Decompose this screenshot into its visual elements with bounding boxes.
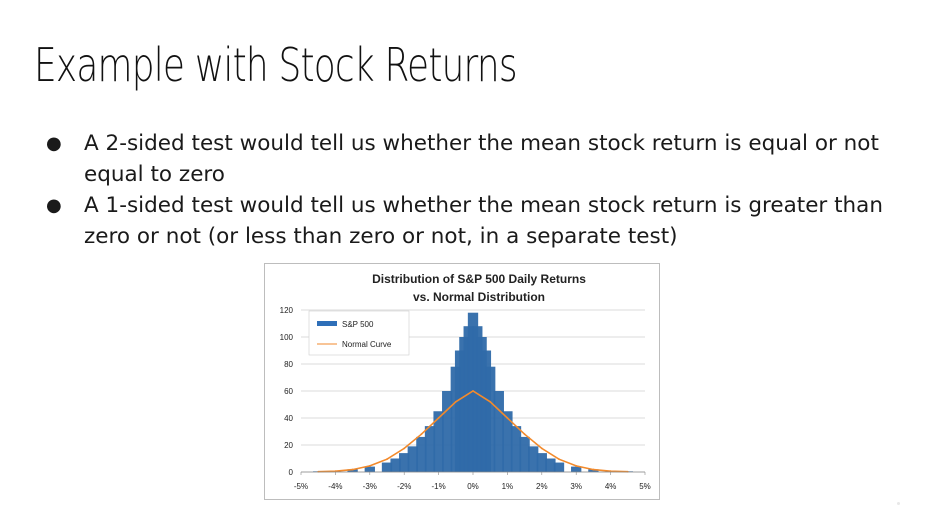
normal-curve-point bbox=[558, 458, 560, 461]
chart-frame: Distribution of S&P 500 Daily Returns vs… bbox=[264, 263, 660, 500]
normal-curve-point bbox=[592, 468, 595, 471]
sp500-bar bbox=[364, 466, 375, 472]
normal-curve-point bbox=[506, 417, 509, 419]
sp500-bar bbox=[424, 426, 436, 472]
sp500-bar bbox=[553, 462, 565, 472]
normal-curve-point bbox=[437, 417, 440, 419]
x-tick-label: 5% bbox=[639, 482, 651, 491]
sp500-bar bbox=[545, 458, 556, 472]
sp500-bar bbox=[433, 411, 444, 472]
x-tick-label: 2% bbox=[536, 482, 548, 491]
bullet-marker: ● bbox=[46, 195, 62, 216]
bullet-list: ● A 2-sided test would tell us whether t… bbox=[46, 128, 906, 252]
legend-label-normal: Normal Curve bbox=[342, 340, 392, 349]
sp500-bar bbox=[493, 391, 504, 472]
x-tick-label: 1% bbox=[502, 482, 514, 491]
slide-title: Example with Stock Returns bbox=[34, 38, 518, 92]
y-tick-label: 20 bbox=[284, 441, 293, 450]
normal-curve-point bbox=[351, 468, 354, 471]
normal-curve-point bbox=[523, 433, 526, 436]
chart-legend: S&P 500 Normal Curve bbox=[308, 310, 410, 356]
normal-curve-point bbox=[540, 447, 543, 450]
normal-curve-point bbox=[420, 433, 423, 436]
sp500-bar bbox=[442, 391, 453, 472]
x-tick-label: 0% bbox=[467, 482, 479, 491]
y-tick-label: 0 bbox=[289, 468, 294, 477]
y-tick-label: 40 bbox=[284, 414, 293, 423]
sp500-bar bbox=[510, 426, 522, 472]
sp500-bar bbox=[588, 469, 599, 472]
chart-title-line-2: vs. Normal Distribution bbox=[413, 290, 545, 304]
bullet-text: A 1-sided test would tell us whether the… bbox=[84, 193, 883, 249]
sp500-bar bbox=[519, 436, 530, 472]
bullet-marker: ● bbox=[46, 133, 62, 154]
legend-swatch-sp500 bbox=[317, 321, 337, 326]
bullet-item: ● A 1-sided test would tell us whether t… bbox=[46, 190, 906, 252]
y-tick-label: 60 bbox=[284, 387, 293, 396]
sp500-bar bbox=[399, 453, 410, 472]
x-tick-label: -1% bbox=[431, 482, 445, 491]
x-tick-label: 3% bbox=[570, 482, 582, 491]
sp500-bar bbox=[485, 366, 496, 472]
corner-dot bbox=[897, 502, 900, 505]
sp500-bar bbox=[381, 462, 393, 472]
y-tick-label: 80 bbox=[284, 360, 293, 369]
x-tick-label: 4% bbox=[605, 482, 617, 491]
x-tick-label: -2% bbox=[397, 482, 411, 491]
sp500-bar bbox=[347, 469, 358, 472]
legend-label-sp500: S&P 500 bbox=[342, 320, 374, 329]
sp500-bar bbox=[390, 458, 401, 472]
sp500-bar bbox=[416, 436, 427, 472]
bullet-text: A 2-sided test would tell us whether the… bbox=[84, 131, 879, 187]
normal-curve-point bbox=[489, 400, 492, 403]
legend-box bbox=[308, 310, 410, 356]
x-tick-label: -3% bbox=[363, 482, 377, 491]
bullet-item: ● A 2-sided test would tell us whether t… bbox=[46, 128, 906, 190]
sp500-bar bbox=[502, 411, 513, 472]
normal-curve-point bbox=[472, 390, 474, 392]
normal-curve-point bbox=[575, 465, 578, 467]
sp500-bar bbox=[571, 466, 582, 472]
chart-title-line-1: Distribution of S&P 500 Daily Returns bbox=[372, 272, 586, 286]
returns-histogram-chart: Distribution of S&P 500 Daily Returns vs… bbox=[280, 272, 651, 491]
sp500-bar bbox=[528, 446, 539, 472]
x-tick-label: -5% bbox=[294, 482, 308, 491]
y-tick-label: 120 bbox=[280, 306, 294, 315]
normal-curve-point bbox=[386, 458, 388, 461]
normal-curve-point bbox=[368, 465, 371, 467]
x-tick-label: -4% bbox=[328, 482, 342, 491]
sp500-bar bbox=[536, 453, 547, 472]
normal-curve-point bbox=[403, 447, 406, 450]
normal-curve-point bbox=[454, 400, 457, 403]
sp500-bar bbox=[407, 446, 418, 472]
y-tick-label: 100 bbox=[280, 333, 294, 342]
